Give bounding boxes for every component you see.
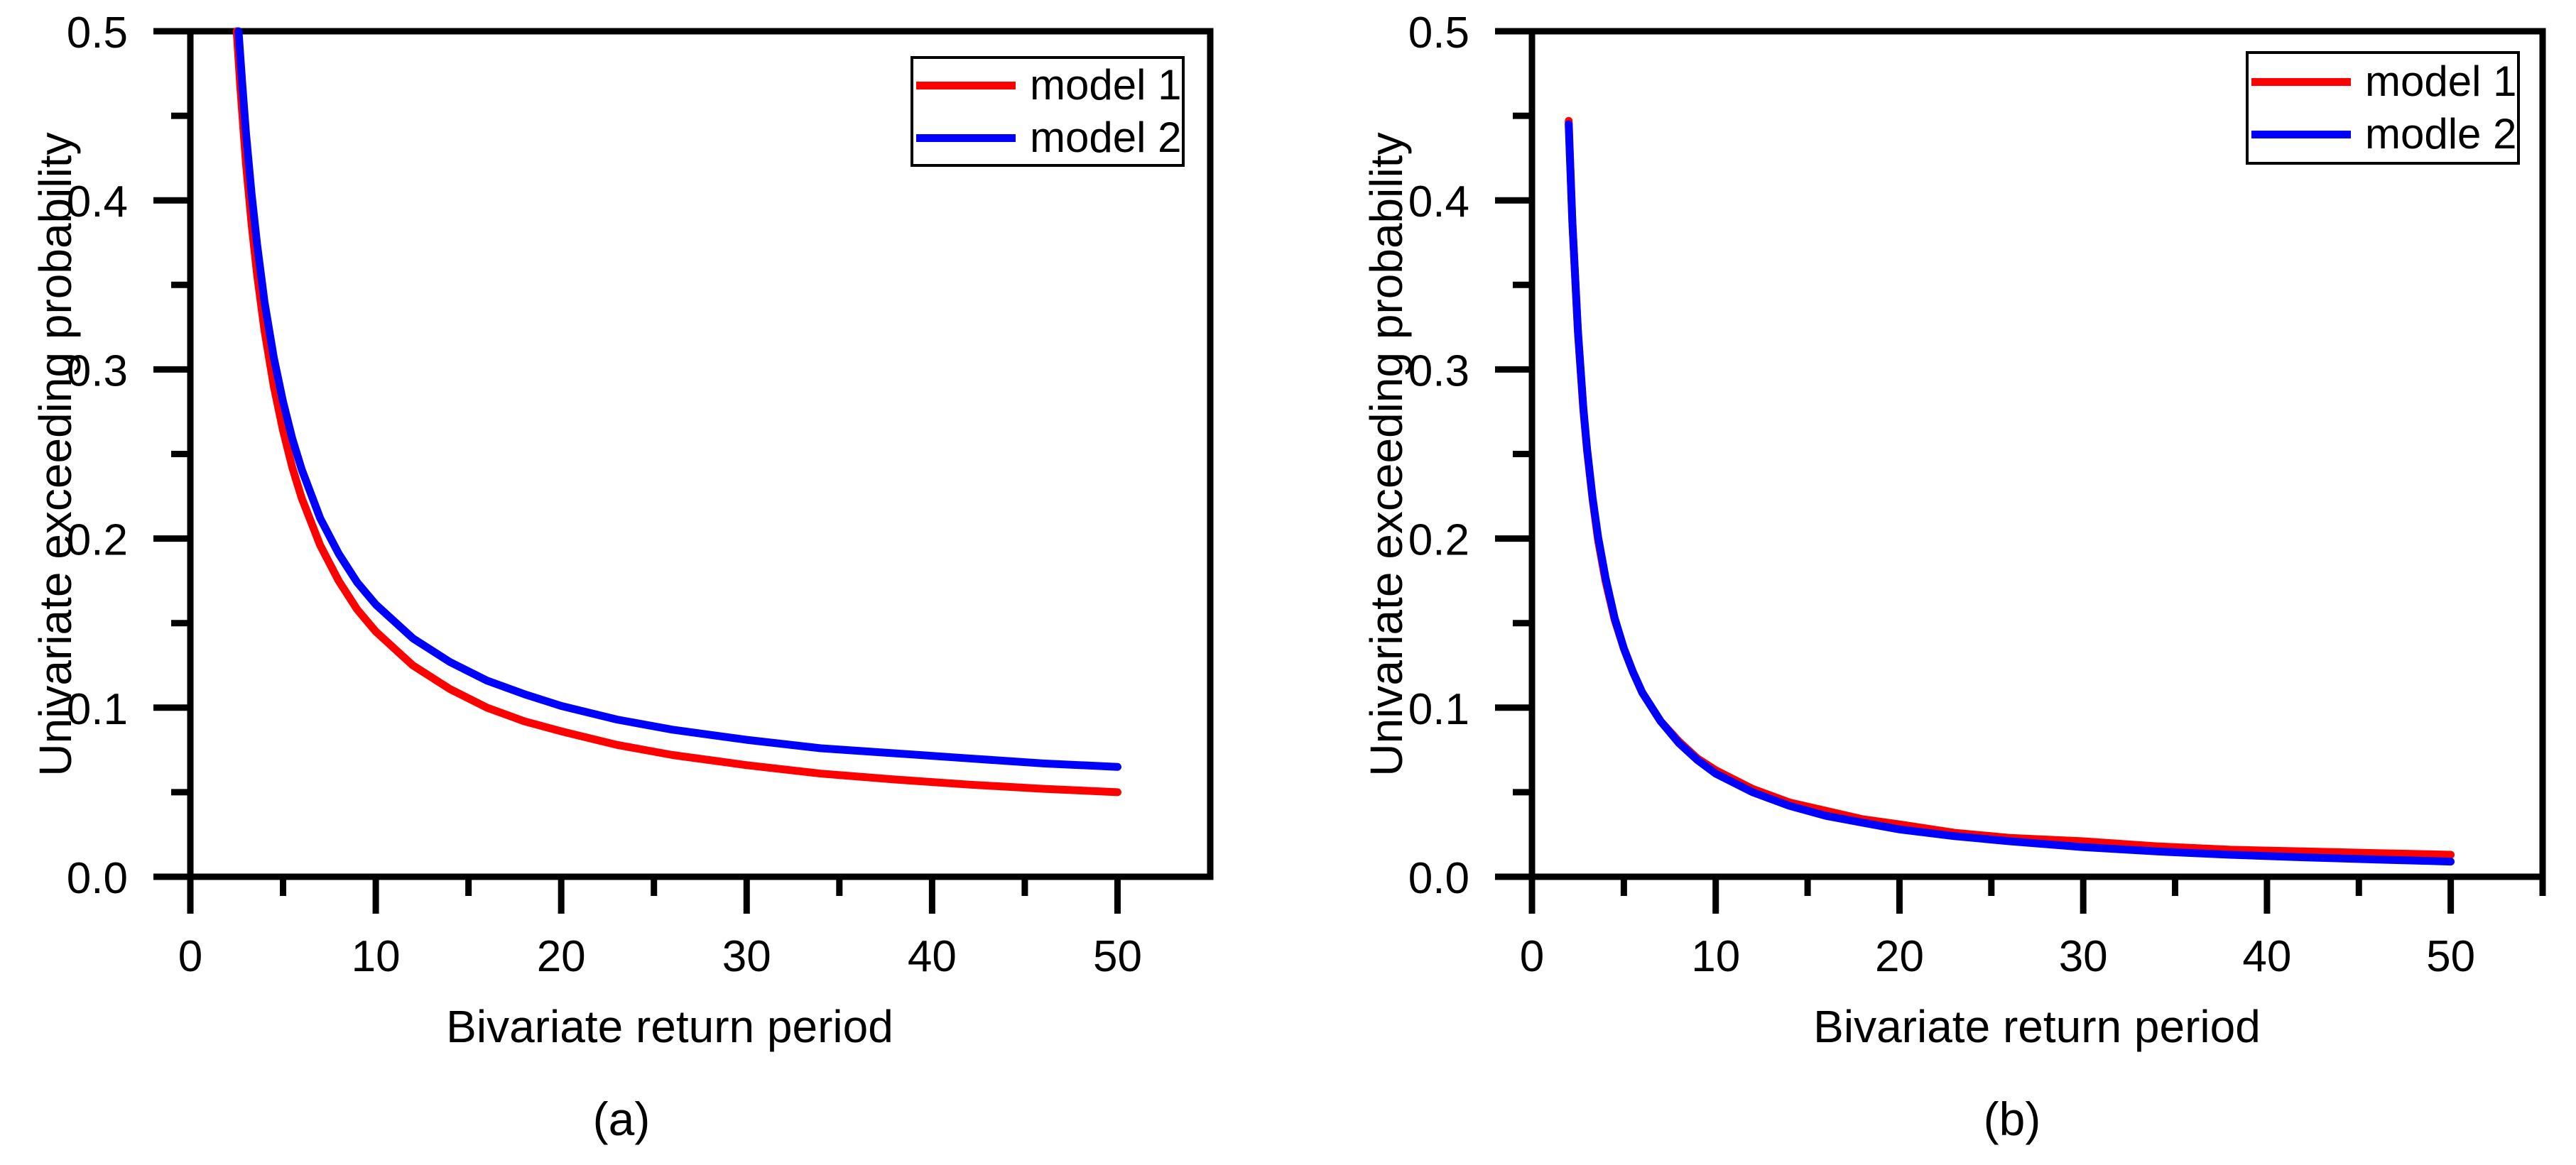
panel-caption-a: (a) <box>592 1093 651 1145</box>
legend-line-sample-red <box>916 81 1016 89</box>
y-tick-label: 0.1 <box>1408 685 1469 734</box>
y-tick-label: 0.2 <box>1408 516 1469 565</box>
y-tick-label: 0.3 <box>67 346 128 395</box>
y-tick-label: 0.5 <box>1408 9 1469 58</box>
x-tick-label: 30 <box>2059 932 2108 981</box>
x-tick-label: 20 <box>537 932 586 981</box>
y-tick-label: 0.4 <box>67 177 128 226</box>
legend-label: model 1 <box>1030 61 1182 109</box>
x-tick-label: 50 <box>1093 932 1142 981</box>
x-axis-title-b: Bivariate return period <box>1813 1001 2261 1052</box>
y-tick-label: 0.1 <box>67 685 128 734</box>
x-tick-label: 20 <box>1875 932 1924 981</box>
y-tick-label: 0.0 <box>67 854 128 903</box>
x-tick-label: 50 <box>2426 932 2475 981</box>
legend-a: model 1 model 2 <box>911 56 1185 167</box>
y-tick-label: 0.5 <box>67 9 128 58</box>
legend-label: model 2 <box>1030 114 1182 161</box>
curve-b-model-2 <box>1565 120 2455 866</box>
legend-item-a-model2: model 2 <box>913 111 1182 164</box>
legend-label: modle 2 <box>2365 110 2517 158</box>
curve-a-model-2 <box>234 27 1121 771</box>
legend-b: model 1 modle 2 <box>2246 51 2520 165</box>
legend-line-sample-blue <box>916 133 1016 142</box>
y-tick-label: 0.0 <box>1408 854 1469 903</box>
legend-label: model 1 <box>2365 58 2517 105</box>
legend-item-b-model2: modle 2 <box>2249 108 2517 160</box>
x-axis-title-a: Bivariate return period <box>446 1001 893 1052</box>
y-tick-label: 0.4 <box>1408 177 1469 226</box>
legend-item-b-model1: model 1 <box>2249 55 2517 108</box>
y-tick-label: 0.3 <box>1408 346 1469 395</box>
x-tick-label: 0 <box>178 932 202 981</box>
x-tick-label: 10 <box>352 932 401 981</box>
legend-line-sample-red <box>2251 77 2351 86</box>
legend-line-sample-blue <box>2251 130 2351 138</box>
x-tick-label: 40 <box>908 932 957 981</box>
y-axis-title-a: Univariate exceeding probability <box>30 132 81 777</box>
curve-b-model-1 <box>1565 116 2455 859</box>
legend-item-a-model1: model 1 <box>913 59 1182 111</box>
y-axis-title-b: Univariate exceeding probability <box>1361 132 1412 777</box>
x-tick-label: 10 <box>1691 932 1740 981</box>
x-tick-label: 30 <box>722 932 771 981</box>
x-tick-label: 40 <box>2242 932 2291 981</box>
x-tick-label: 0 <box>1520 932 1544 981</box>
panel-caption-b: (b) <box>1983 1093 2041 1145</box>
y-tick-label: 0.2 <box>67 516 128 565</box>
